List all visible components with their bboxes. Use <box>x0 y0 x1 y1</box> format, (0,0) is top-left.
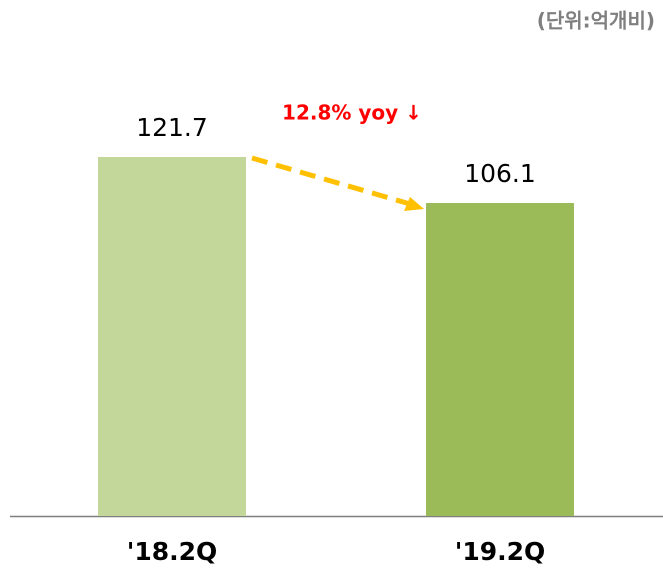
value-label: 106.1 <box>464 159 536 188</box>
value-label: 121.7 <box>136 113 208 142</box>
x-tick-label: '18.2Q <box>127 537 218 566</box>
bar <box>98 156 246 517</box>
trend-arrow <box>251 155 411 207</box>
bar <box>426 203 574 516</box>
x-tick-label: '19.2Q <box>455 537 546 566</box>
unit-label: (단위:억개비) <box>537 9 655 33</box>
trend-arrowhead <box>404 197 424 211</box>
annotation: 12.8% yoy ↓ <box>282 101 422 125</box>
